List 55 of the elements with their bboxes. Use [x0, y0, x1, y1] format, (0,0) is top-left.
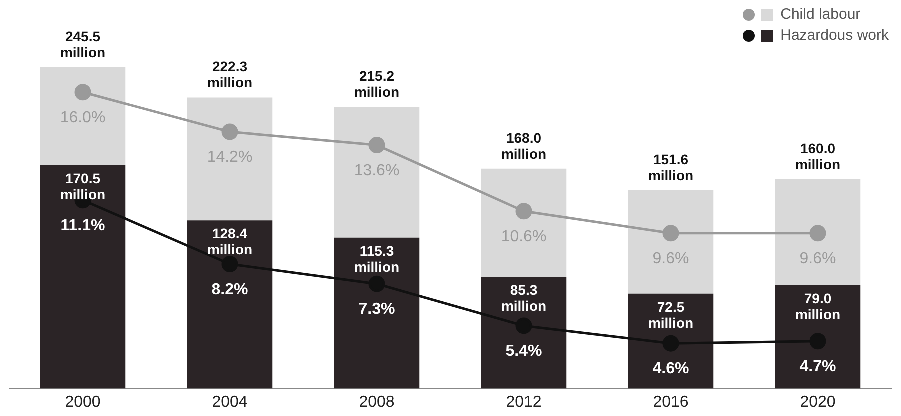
total-label: 215.2 million	[354, 68, 400, 100]
point	[662, 225, 680, 242]
point	[222, 256, 238, 273]
data-label: 72.5 million	[648, 298, 694, 331]
bar	[775, 179, 861, 286]
bar	[187, 220, 273, 389]
x-tick-label: 2004	[212, 394, 248, 411]
data-label: 4.6%	[652, 360, 690, 378]
bar	[334, 107, 420, 238]
data-label: 8.2%	[212, 281, 248, 298]
total-label: 151.6 million	[648, 151, 694, 184]
x-tick-label: 2016	[653, 394, 689, 411]
data-label: 170.5 million	[60, 170, 106, 203]
total-label: 222.3 million	[207, 58, 253, 91]
point	[662, 335, 680, 352]
bar	[628, 294, 714, 389]
bar	[334, 238, 420, 389]
total-label: 168.0 million	[501, 130, 547, 162]
total-label: 245.5 million	[60, 28, 106, 60]
bar	[40, 67, 126, 166]
data-label: 9.6%	[652, 250, 690, 268]
data-label: 115.3 million	[354, 242, 400, 275]
data-label: 16.0%	[60, 109, 106, 126]
data-label: 7.3%	[358, 301, 396, 318]
bar	[187, 98, 273, 221]
point	[368, 137, 386, 154]
data-label: 10.6%	[501, 228, 547, 246]
bar	[481, 277, 567, 389]
bar	[628, 190, 714, 294]
legend-label: Child labour	[780, 6, 861, 23]
bar	[775, 285, 861, 389]
x-tick-label: 2008	[359, 394, 395, 411]
point	[810, 225, 826, 242]
x-tick-label: 2020	[800, 394, 836, 411]
point	[516, 318, 532, 334]
point	[368, 276, 386, 292]
legend-label: Hazardous work	[780, 27, 889, 44]
point	[516, 203, 532, 220]
data-label: 5.4%	[506, 342, 542, 360]
data-label: 9.6%	[800, 250, 836, 268]
bar	[40, 166, 126, 389]
point	[222, 124, 238, 140]
total-label: 160.0 million	[795, 140, 841, 172]
data-label: 14.2%	[207, 149, 253, 166]
bar	[481, 168, 567, 278]
data-label: 13.6%	[354, 162, 400, 180]
point	[74, 84, 92, 101]
x-tick-label: 2000	[65, 394, 101, 411]
data-label: 128.4 million	[207, 226, 253, 258]
x-tick-label: 2012	[506, 394, 542, 411]
data-label: 79.0 million	[795, 290, 841, 322]
data-label: 85.3 million	[501, 282, 547, 314]
data-label: 11.1%	[60, 217, 106, 234]
point	[810, 333, 826, 350]
data-label: 4.7%	[800, 358, 836, 376]
